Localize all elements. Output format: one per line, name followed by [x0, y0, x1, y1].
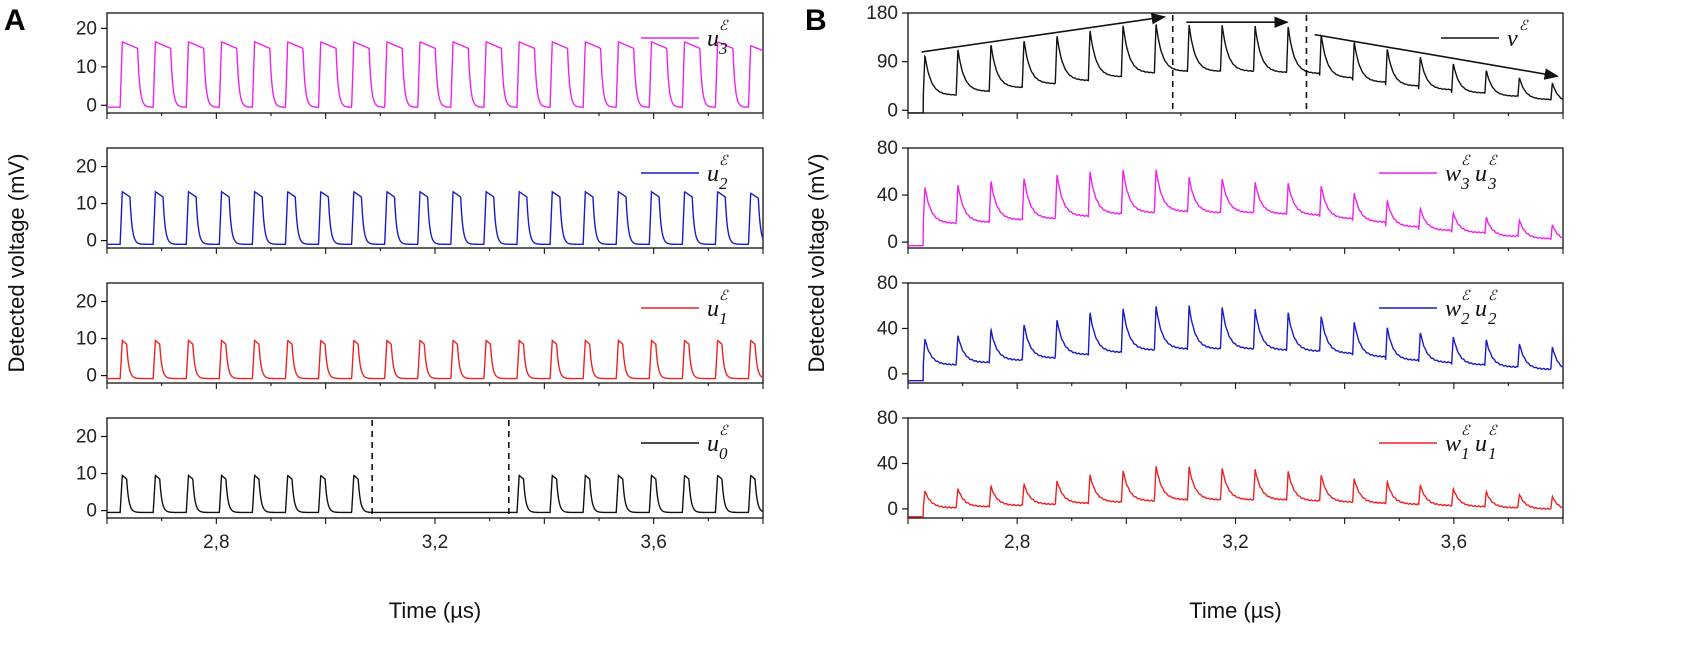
chart-A2: 0 10 20 u ℰ 2	[76, 147, 764, 254]
series-line	[908, 169, 1564, 247]
x-axis-label: Time (µs)	[1189, 598, 1282, 623]
legend-subscript: 1	[719, 309, 728, 328]
legend-superscript: ℰ	[1461, 288, 1471, 304]
y-tick-label: 10	[76, 329, 97, 350]
legend-superscript: ℰ	[1519, 18, 1529, 34]
plot-frame	[106, 282, 764, 384]
legend-subscript: 2	[1461, 309, 1470, 328]
legend-superscript: ℰ	[719, 153, 729, 169]
y-tick-label: 80	[877, 138, 898, 159]
legend-subscript: 3	[1487, 174, 1497, 193]
legend-base-symbol: u	[1475, 296, 1487, 322]
series-line	[908, 466, 1564, 518]
y-tick-label: 0	[887, 232, 898, 253]
panel-b-letter: B	[805, 4, 827, 37]
legend-base-symbol: v	[1507, 26, 1518, 52]
panel-a-letter: A	[4, 4, 26, 37]
y-tick-label: 40	[877, 453, 898, 474]
trend-arrow	[921, 12, 1166, 53]
x-tick-label: 3,6	[640, 532, 666, 553]
legend-subscript: 0	[719, 444, 728, 463]
series-line	[908, 305, 1564, 382]
y-tick-label: 0	[86, 501, 97, 522]
y-axis-label: Detected voltage (mV)	[804, 154, 829, 373]
chart-A4: 0 10 20 2,8 3,2 3,6 Time (µs) u ℰ 0	[76, 417, 764, 623]
legend-subscript: 2	[1488, 309, 1497, 328]
plot-frame	[907, 12, 1564, 114]
legend-superscript: ℰ	[719, 288, 729, 304]
legend-base-symbol: u	[707, 431, 719, 457]
plot-frame	[106, 417, 764, 519]
y-tick-label: 0	[86, 366, 97, 387]
x-tick-label: 2,8	[1004, 532, 1030, 553]
legend-subscript: 3	[1460, 174, 1470, 193]
x-tick-label: 3,2	[1222, 532, 1248, 553]
y-tick-label: 20	[76, 292, 97, 313]
legend-superscript: ℰ	[719, 18, 729, 34]
legend-subscript: 2	[719, 174, 728, 193]
y-tick-label: 40	[877, 185, 898, 206]
y-tick-label: 180	[866, 3, 898, 24]
legend-base-symbol: u	[1475, 161, 1487, 187]
legend-base-symbol: u	[707, 296, 719, 322]
legend-base-symbol: u	[707, 161, 719, 187]
y-tick-label: 20	[76, 427, 97, 448]
legend-base-symbol: u	[1475, 431, 1487, 457]
y-tick-label: 10	[76, 194, 97, 215]
y-tick-label: 20	[76, 18, 97, 39]
legend-superscript: ℰ	[1488, 423, 1498, 439]
series-line	[107, 473, 764, 514]
chart-A3: 0 10 20 u ℰ 1	[76, 282, 764, 389]
legend-base-symbol: w	[1445, 161, 1461, 187]
series-line	[908, 24, 1564, 114]
legend-superscript: ℰ	[1461, 423, 1471, 439]
series-line	[107, 338, 764, 380]
legend-subscript: 3	[718, 39, 728, 58]
trend-arrow	[1314, 33, 1559, 80]
y-tick-label: 0	[887, 364, 898, 385]
plot-frame	[106, 12, 764, 114]
series-line	[107, 190, 764, 245]
y-tick-label: 20	[76, 157, 97, 178]
legend-base-symbol: u	[707, 26, 719, 52]
y-tick-label: 10	[76, 464, 97, 485]
y-tick-label: 0	[86, 231, 97, 252]
y-tick-label: 0	[887, 499, 898, 520]
x-tick-label: 3,2	[422, 532, 448, 553]
legend-base-symbol: w	[1445, 296, 1461, 322]
legend-subscript: 1	[1488, 444, 1497, 463]
legend-superscript: ℰ	[1488, 288, 1498, 304]
legend-superscript: ℰ	[1461, 153, 1471, 169]
legend-base-symbol: w	[1445, 431, 1461, 457]
legend-subscript: 1	[1461, 444, 1470, 463]
y-tick-label: 40	[877, 318, 898, 339]
y-tick-label: 80	[877, 408, 898, 429]
x-tick-label: 2,8	[203, 532, 229, 553]
y-tick-label: 0	[887, 100, 898, 121]
y-tick-label: 0	[86, 95, 97, 116]
y-tick-label: 80	[877, 273, 898, 294]
legend-superscript: ℰ	[1488, 153, 1498, 169]
y-axis-label: Detected voltage (mV)	[4, 154, 29, 373]
series-line	[107, 40, 764, 108]
x-axis-label: Time (µs)	[389, 598, 482, 623]
y-tick-label: 90	[877, 52, 898, 73]
plot-frame	[106, 147, 764, 249]
legend-superscript: ℰ	[719, 423, 729, 439]
y-tick-label: 10	[76, 57, 97, 78]
x-tick-label: 3,6	[1441, 532, 1467, 553]
